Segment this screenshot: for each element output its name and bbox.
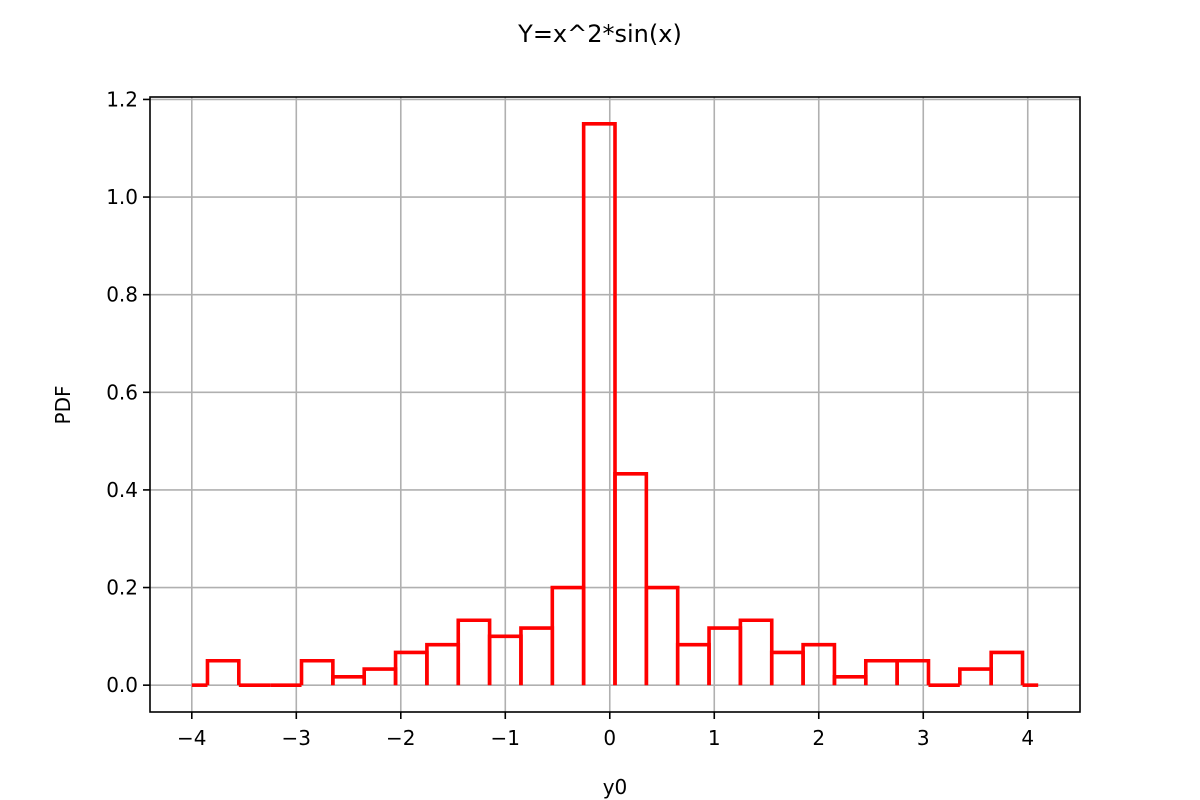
histogram-bin bbox=[644, 585, 680, 686]
y-tick-label: 0.6 bbox=[106, 380, 138, 404]
histogram-bin bbox=[613, 472, 649, 686]
x-tick-label: 0 bbox=[603, 726, 616, 750]
x-tick-label: 1 bbox=[708, 726, 721, 750]
y-tick-label: 0.8 bbox=[106, 283, 138, 307]
x-tick-label: −3 bbox=[282, 726, 311, 750]
y-axis-ticks: 0.0 0.2 0.4 0.6 0.8 1.0 1.2 bbox=[106, 87, 150, 697]
x-tick-label: −4 bbox=[177, 726, 206, 750]
y-tick-label: 0.4 bbox=[106, 478, 138, 502]
y-tick-label: 0.0 bbox=[106, 673, 138, 697]
histogram-bin bbox=[299, 658, 335, 686]
plot-frame bbox=[149, 96, 1081, 713]
x-tick-label: 2 bbox=[812, 726, 825, 750]
y-axis-label: PDF bbox=[51, 386, 75, 425]
y-tick-label: 1.2 bbox=[106, 87, 138, 111]
x-tick-label: −1 bbox=[491, 726, 520, 750]
x-axis-label: y0 bbox=[603, 775, 628, 799]
x-tick-label: 3 bbox=[917, 726, 930, 750]
x-axis-ticks: −4 −3 −2 −1 0 1 2 3 4 bbox=[177, 712, 1034, 750]
chart-title: Y=x^2*sin(x) bbox=[517, 20, 682, 48]
y-tick-label: 0.2 bbox=[106, 576, 138, 600]
histogram-bin bbox=[801, 642, 837, 686]
x-grid bbox=[190, 97, 1029, 712]
x-tick-label: −2 bbox=[386, 726, 415, 750]
histogram-steps bbox=[191, 122, 1039, 687]
histogram-bin bbox=[205, 658, 241, 686]
y-tick-label: 1.0 bbox=[106, 185, 138, 209]
histogram-bin bbox=[581, 122, 617, 686]
histogram-bin bbox=[895, 658, 931, 686]
histogram-bin bbox=[989, 650, 1025, 686]
x-tick-label: 4 bbox=[1021, 726, 1034, 750]
